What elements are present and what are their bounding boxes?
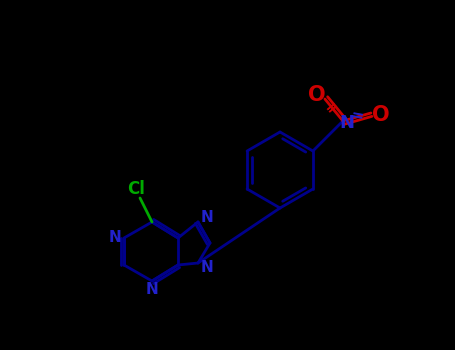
Text: N: N <box>109 231 121 245</box>
Text: =: = <box>349 107 364 125</box>
Text: N: N <box>339 114 354 132</box>
Text: Cl: Cl <box>127 180 145 198</box>
Text: N: N <box>146 282 158 298</box>
Text: N: N <box>201 210 213 225</box>
Text: O: O <box>372 105 390 125</box>
Text: N: N <box>201 259 213 274</box>
Text: O: O <box>308 85 326 105</box>
Text: =: = <box>322 97 342 117</box>
